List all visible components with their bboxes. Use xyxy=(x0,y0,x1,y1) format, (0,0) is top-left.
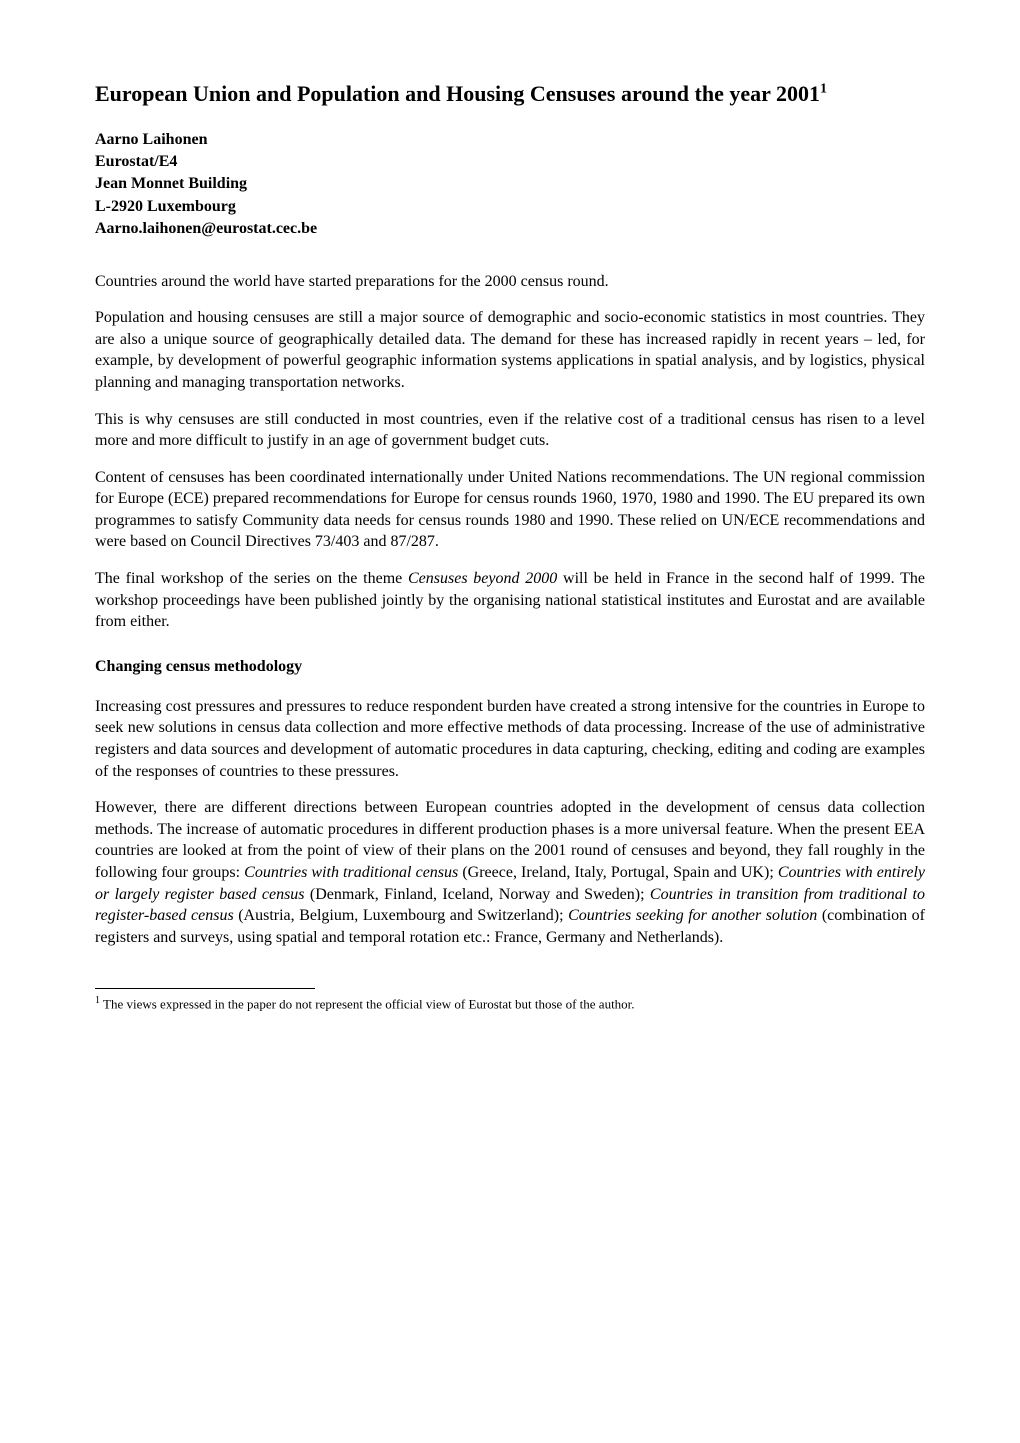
paragraph-5-part1: The final workshop of the series on the … xyxy=(95,570,408,587)
author-address-line2: L-2920 Luxembourg xyxy=(95,196,925,218)
section-heading-methodology: Changing census methodology xyxy=(95,658,925,676)
title-footnote-marker: 1 xyxy=(820,82,827,97)
paragraph-2: Population and housing censuses are stil… xyxy=(95,307,925,393)
section-body-text: Increasing cost pressures and pressures … xyxy=(95,696,925,949)
footnote: 1 The views expressed in the paper do no… xyxy=(95,994,925,1013)
author-email: Aarno.laihonen@eurostat.cec.be xyxy=(95,218,925,240)
sp2-italic4: Countries seeking for another solution xyxy=(568,907,817,924)
sp2-part4: (Austria, Belgium, Luxembourg and Switze… xyxy=(234,907,568,924)
author-name: Aarno Laihonen xyxy=(95,129,925,151)
footnote-divider xyxy=(95,988,315,989)
paragraph-5-italic: Censuses beyond 2000 xyxy=(408,570,557,587)
section-paragraph-2: However, there are different directions … xyxy=(95,797,925,948)
author-affiliation: Eurostat/E4 xyxy=(95,151,925,173)
footnote-text: The views expressed in the paper do not … xyxy=(100,997,635,1012)
sp2-italic1: Countries with traditional census xyxy=(244,864,458,881)
body-text-section: Countries around the world have started … xyxy=(95,271,925,633)
document-title: European Union and Population and Housin… xyxy=(95,80,925,109)
author-address-line1: Jean Monnet Building xyxy=(95,173,925,195)
section-paragraph-1: Increasing cost pressures and pressures … xyxy=(95,696,925,782)
paragraph-4: Content of censuses has been coordinated… xyxy=(95,467,925,553)
paragraph-3: This is why censuses are still conducted… xyxy=(95,409,925,452)
paragraph-5: The final workshop of the series on the … xyxy=(95,568,925,633)
author-block: Aarno Laihonen Eurostat/E4 Jean Monnet B… xyxy=(95,129,925,241)
sp2-part2: (Greece, Ireland, Italy, Portugal, Spain… xyxy=(458,864,778,881)
sp2-part3: (Denmark, Finland, Iceland, Norway and S… xyxy=(305,886,650,903)
title-text: European Union and Population and Housin… xyxy=(95,81,820,106)
paragraph-1: Countries around the world have started … xyxy=(95,271,925,293)
